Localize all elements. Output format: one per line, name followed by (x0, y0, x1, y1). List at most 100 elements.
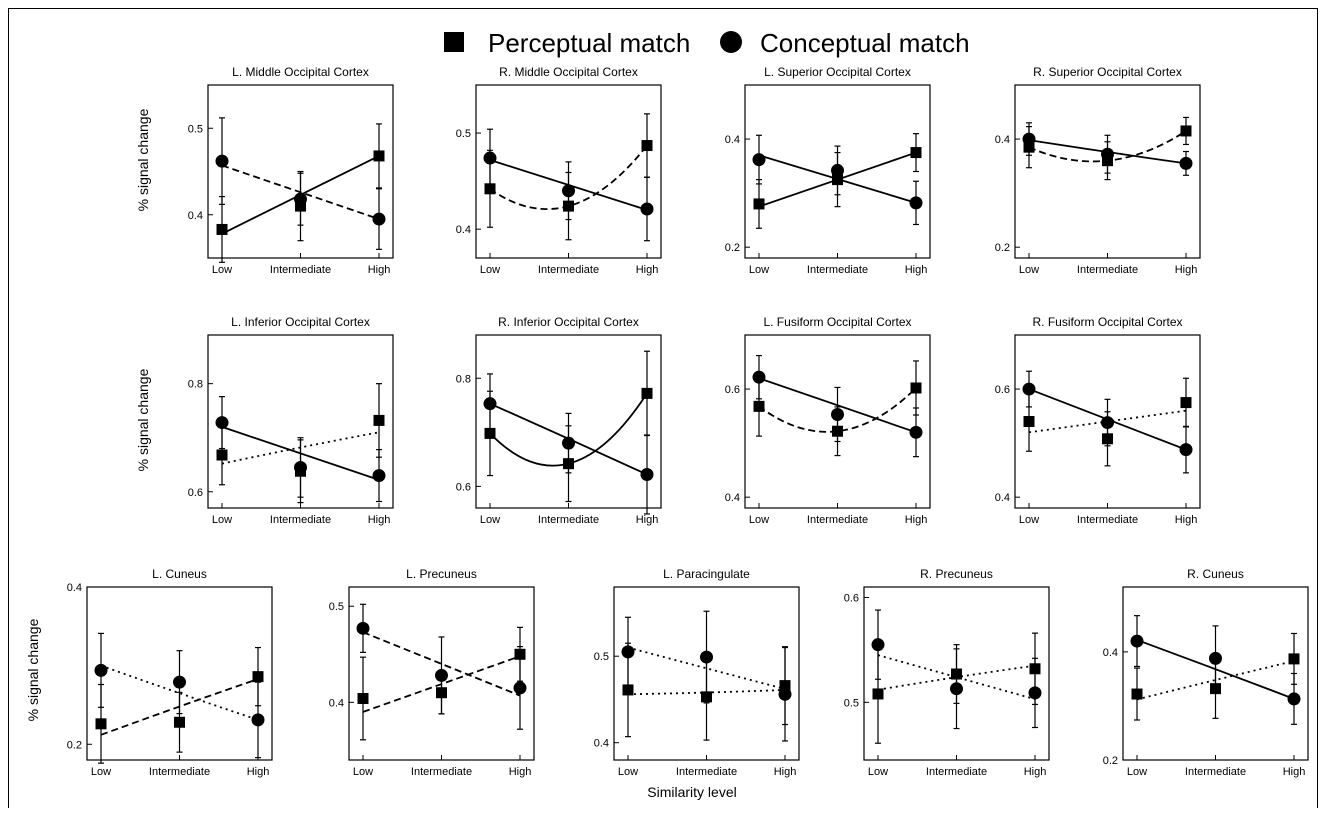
x-tick-label: High (368, 264, 391, 276)
y-tick-label: 0.8 (456, 373, 471, 385)
legend-conceptual-label: Conceptual match (760, 28, 970, 58)
data-point-circle (871, 638, 885, 652)
panel-12: R. Precuneus 0.5 0.6 Low Intermediate High (844, 567, 1050, 778)
x-tick-label: High (905, 514, 928, 526)
y-tick-label: 0.4 (456, 224, 471, 236)
panel-3: L. Superior Occipital Cortex 0.2 0.4 Low Int… (725, 65, 931, 276)
shared-ylabel-row1: % signal change (135, 108, 151, 211)
data-point-square (216, 223, 228, 235)
x-tick-label: Intermediate (807, 514, 868, 526)
legend-perceptual-marker (444, 32, 464, 52)
data-point-square (641, 387, 653, 399)
y-tick-label: 0.6 (844, 592, 859, 604)
panel-title: L. Superior Occipital Cortex (764, 65, 911, 79)
x-tick-label: High (636, 264, 659, 276)
x-tick-label: Low (749, 264, 769, 276)
data-point-square (1180, 125, 1192, 137)
data-point-square (753, 198, 765, 210)
data-point-circle (483, 151, 497, 165)
y-tick-label: 0.6 (995, 384, 1010, 396)
x-tick-label: Intermediate (1077, 264, 1138, 276)
panel-2: R. Middle Occipital Cortex 0.4 0.5 Low Inter… (456, 65, 662, 276)
data-point-circle (1179, 443, 1193, 457)
y-tick-label: 0.4 (1103, 647, 1118, 659)
data-point-circle (831, 407, 844, 421)
data-point-square (1023, 416, 1035, 427)
shared-ylabel-row3: % signal change (25, 618, 41, 721)
data-point-circle (294, 192, 307, 206)
data-point-circle (372, 469, 386, 483)
series-conceptual (356, 603, 527, 730)
data-point-circle (513, 681, 527, 695)
x-tick-label: Intermediate (538, 264, 599, 276)
panel-6: R. Inferior Occipital Cortex 0.6 0.8 Low Int… (456, 315, 662, 526)
data-point-circle (909, 196, 923, 210)
panel-title: L. Paracingulate (663, 567, 750, 581)
fit-line (627, 646, 786, 690)
x-tick-label: High (247, 766, 270, 778)
fit-line (1136, 660, 1295, 701)
x-tick-label: Intermediate (926, 766, 987, 778)
x-tick-label: High (774, 766, 797, 778)
data-point-square (753, 400, 765, 412)
x-tick-label: Low (212, 264, 232, 276)
data-point-circle (372, 212, 386, 226)
y-tick-label: 0.4 (188, 210, 203, 222)
data-point-circle (1287, 692, 1301, 706)
x-tick-label: High (368, 514, 391, 526)
panel-title: L. Cuneus (152, 567, 207, 581)
data-point-circle (621, 645, 635, 659)
x-tick-label: Low (480, 264, 500, 276)
data-point-circle (700, 650, 713, 664)
x-tick-label: Low (480, 514, 500, 526)
data-point-square (641, 140, 653, 152)
y-tick-label: 0.5 (594, 651, 609, 663)
panel-7: L. Fusiform Occipital Cortex 0.4 0.6 Low Int… (725, 315, 931, 526)
panel-title: R. Cuneus (1187, 567, 1244, 581)
x-tick-label: Low (91, 766, 111, 778)
x-tick-label: Low (1019, 514, 1039, 526)
series-conceptual (621, 610, 792, 742)
y-tick-label: 0.5 (456, 128, 471, 140)
data-point-circle (562, 184, 575, 198)
data-point-circle (640, 467, 654, 481)
x-tick-label: Intermediate (1077, 514, 1138, 526)
data-point-circle (173, 675, 186, 689)
series-conceptual (1022, 122, 1193, 176)
data-point-circle (215, 416, 229, 430)
x-tick-label: Intermediate (149, 766, 210, 778)
series-conceptual (94, 632, 265, 759)
x-tick-label: Low (1019, 264, 1039, 276)
x-tick-label: High (1024, 766, 1047, 778)
series-conceptual (215, 117, 386, 250)
data-point-circle (94, 663, 108, 677)
x-tick-label: High (636, 514, 659, 526)
data-point-circle (294, 460, 307, 474)
y-tick-label: 0.8 (188, 379, 203, 391)
panel-11: L. Paracingulate 0.4 0.5 Low Intermediate Hig… (594, 567, 800, 778)
fit-line (100, 664, 259, 721)
fit-line (362, 631, 521, 697)
data-point-circle (1028, 686, 1042, 700)
data-point-circle (1101, 147, 1114, 161)
panel-1: L. Middle Occipital Cortex 0.4 0.5 Low Inter… (188, 65, 394, 276)
data-point-square (484, 183, 496, 195)
shared-xlabel: Similarity level (647, 784, 736, 800)
panel-title: R. Middle Occipital Cortex (499, 65, 638, 79)
x-tick-label: High (1283, 766, 1306, 778)
y-tick-label: 0.4 (725, 492, 740, 504)
data-point-circle (483, 397, 497, 411)
data-point-circle (831, 163, 844, 177)
series-conceptual (483, 128, 654, 242)
data-point-circle (1179, 156, 1193, 170)
data-point-square (1131, 688, 1143, 700)
y-tick-label: 0.6 (188, 487, 203, 499)
data-point-circle (752, 370, 766, 384)
data-point-circle (435, 668, 448, 682)
series-conceptual (752, 134, 923, 226)
data-point-square (872, 688, 884, 700)
shared-ylabel-row2: % signal change (135, 368, 151, 471)
x-tick-label: Intermediate (270, 514, 331, 526)
